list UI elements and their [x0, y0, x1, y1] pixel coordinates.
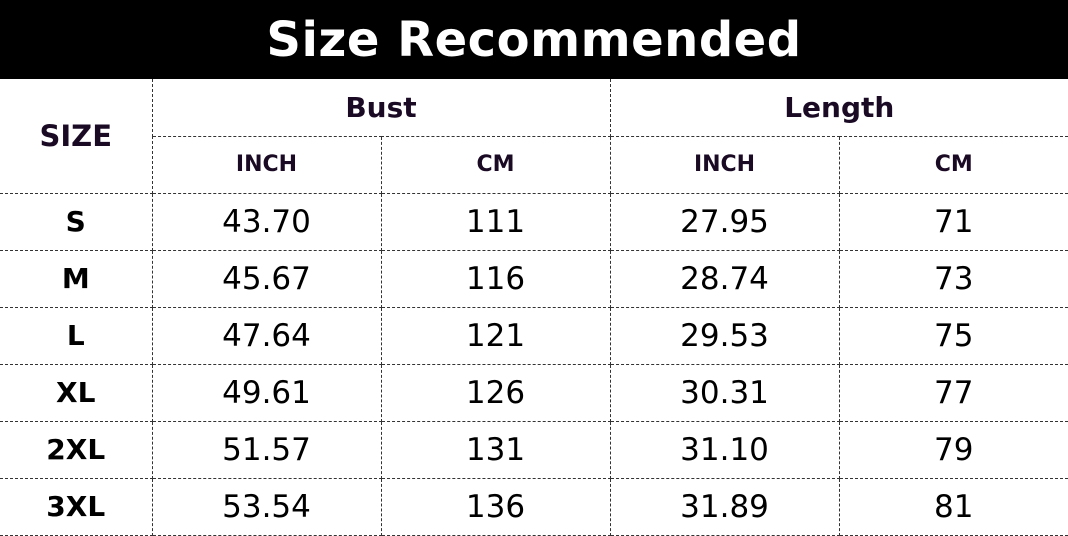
length-header: Length: [609, 79, 1068, 137]
value-cell: 43.70: [151, 193, 382, 251]
value-cell: 47.64: [151, 306, 382, 365]
value-cell: 136: [380, 477, 611, 536]
size-cell: S: [0, 193, 153, 251]
unit-header: CM: [380, 135, 611, 194]
table-row: 2XL 51.57 131 31.10 79: [0, 420, 1068, 479]
size-cell: L: [0, 306, 153, 365]
value-cell: 126: [380, 363, 611, 422]
value-cell: 121: [380, 306, 611, 365]
value-cell: 31.10: [609, 420, 840, 479]
value-cell: 79: [838, 420, 1068, 479]
value-cell: 29.53: [609, 306, 840, 365]
table-row: XL 49.61 126 30.31 77: [0, 363, 1068, 422]
value-cell: 71: [838, 193, 1068, 251]
page-title: Size Recommended: [0, 0, 1068, 79]
value-cell: 116: [380, 249, 611, 308]
header-row-groups: SIZE Bust Length: [0, 79, 1068, 194]
table-row: S 43.70 111 27.95 71: [0, 193, 1068, 251]
bust-header: Bust: [151, 79, 611, 137]
value-cell: 31.89: [609, 477, 840, 536]
value-cell: 111: [380, 193, 611, 251]
value-cell: 27.95: [609, 193, 840, 251]
value-cell: 51.57: [151, 420, 382, 479]
size-cell: 2XL: [0, 420, 153, 479]
size-cell: 3XL: [0, 477, 153, 536]
value-cell: 73: [838, 249, 1068, 308]
value-cell: 53.54: [151, 477, 382, 536]
value-cell: 77: [838, 363, 1068, 422]
unit-header: INCH: [609, 135, 840, 194]
unit-header: CM: [838, 135, 1068, 194]
size-table: SIZE Bust Length INCH CM INCH CM S 43.70 1…: [0, 79, 1068, 536]
value-cell: 131: [380, 420, 611, 479]
value-cell: 45.67: [151, 249, 382, 308]
table-row: M 45.67 116 28.74 73: [0, 249, 1068, 308]
value-cell: 28.74: [609, 249, 840, 308]
size-cell: M: [0, 249, 153, 308]
table-row: L 47.64 121 29.53 75: [0, 306, 1068, 365]
value-cell: 49.61: [151, 363, 382, 422]
unit-header: INCH: [152, 135, 382, 194]
value-cell: 75: [838, 306, 1068, 365]
size-header: SIZE: [0, 79, 153, 194]
size-cell: XL: [0, 363, 153, 422]
value-cell: 30.31: [609, 363, 840, 422]
value-cell: 81: [838, 477, 1068, 536]
header-row-units: INCH CM INCH CM: [0, 135, 1068, 194]
table-row: 3XL 53.54 136 31.89 81: [0, 477, 1068, 536]
